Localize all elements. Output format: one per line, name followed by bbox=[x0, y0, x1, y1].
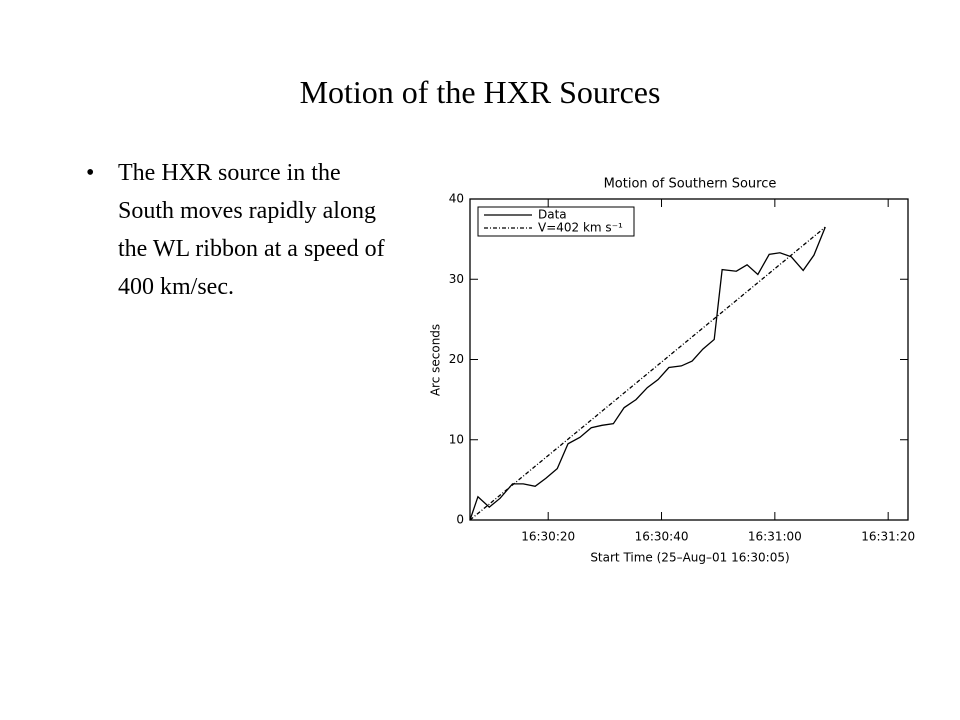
data-line bbox=[469, 226, 826, 521]
x-axis-label: Start Time (25–Aug–01 16:30:05) bbox=[590, 551, 789, 565]
plot-frame bbox=[469, 198, 909, 521]
y-axis-label: Arc seconds bbox=[429, 324, 443, 396]
slide-title: Motion of the HXR Sources bbox=[299, 74, 661, 110]
legend-label: Data bbox=[538, 208, 567, 222]
y-tick-label: 20 bbox=[449, 352, 464, 366]
x-tick-label: 16:31:00 bbox=[748, 530, 802, 544]
chart-title: Motion of Southern Source bbox=[604, 177, 777, 192]
data-line bbox=[469, 226, 826, 521]
y-tick-label: 0 bbox=[456, 513, 464, 527]
bullet-text: The HXR source in the South moves rapidl… bbox=[118, 160, 385, 300]
y-tick-label: 40 bbox=[449, 192, 464, 206]
legend-label: V=402 km s⁻¹ bbox=[538, 221, 623, 235]
x-tick-label: 16:31:20 bbox=[861, 530, 915, 544]
legend-box bbox=[477, 206, 635, 237]
y-tick-label: 30 bbox=[449, 272, 464, 286]
x-tick-label: 16:30:20 bbox=[521, 530, 575, 544]
x-tick-label: 16:30:40 bbox=[635, 530, 689, 544]
bullet-marker: • bbox=[86, 160, 95, 186]
y-tick-label: 10 bbox=[449, 432, 464, 446]
